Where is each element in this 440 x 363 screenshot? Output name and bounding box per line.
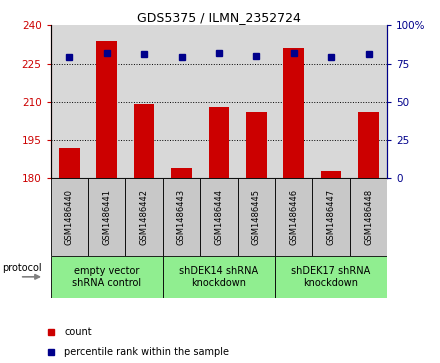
Text: protocol: protocol	[2, 263, 42, 273]
Bar	[283, 48, 304, 178]
Text: empty vector
shRNA control: empty vector shRNA control	[72, 266, 141, 287]
Text: GSM1486447: GSM1486447	[326, 189, 336, 245]
Bar	[246, 112, 267, 178]
FancyBboxPatch shape	[275, 178, 312, 256]
FancyBboxPatch shape	[312, 178, 350, 256]
Text: count: count	[64, 327, 92, 337]
FancyBboxPatch shape	[51, 178, 88, 256]
Text: GSM1486444: GSM1486444	[214, 189, 224, 245]
FancyBboxPatch shape	[88, 178, 125, 256]
Title: GDS5375 / ILMN_2352724: GDS5375 / ILMN_2352724	[137, 11, 301, 24]
FancyBboxPatch shape	[163, 178, 200, 256]
FancyBboxPatch shape	[350, 178, 387, 256]
FancyBboxPatch shape	[200, 178, 238, 256]
Text: GSM1486440: GSM1486440	[65, 189, 74, 245]
Bar	[171, 168, 192, 178]
FancyBboxPatch shape	[51, 256, 163, 298]
Bar	[59, 148, 80, 178]
Bar	[358, 112, 379, 178]
Text: GSM1486443: GSM1486443	[177, 189, 186, 245]
Text: GSM1486445: GSM1486445	[252, 189, 261, 245]
Text: percentile rank within the sample: percentile rank within the sample	[64, 347, 229, 357]
FancyBboxPatch shape	[238, 178, 275, 256]
FancyBboxPatch shape	[125, 178, 163, 256]
Text: GSM1486448: GSM1486448	[364, 189, 373, 245]
Text: GSM1486442: GSM1486442	[139, 189, 149, 245]
FancyBboxPatch shape	[275, 256, 387, 298]
Text: GSM1486446: GSM1486446	[289, 189, 298, 245]
Bar	[209, 107, 229, 178]
FancyBboxPatch shape	[163, 256, 275, 298]
Text: shDEK14 shRNA
knockdown: shDEK14 shRNA knockdown	[180, 266, 258, 287]
Bar	[96, 41, 117, 178]
Bar	[134, 104, 154, 178]
Text: GSM1486441: GSM1486441	[102, 189, 111, 245]
Bar	[321, 171, 341, 178]
Text: shDEK17 shRNA
knockdown: shDEK17 shRNA knockdown	[291, 266, 371, 287]
